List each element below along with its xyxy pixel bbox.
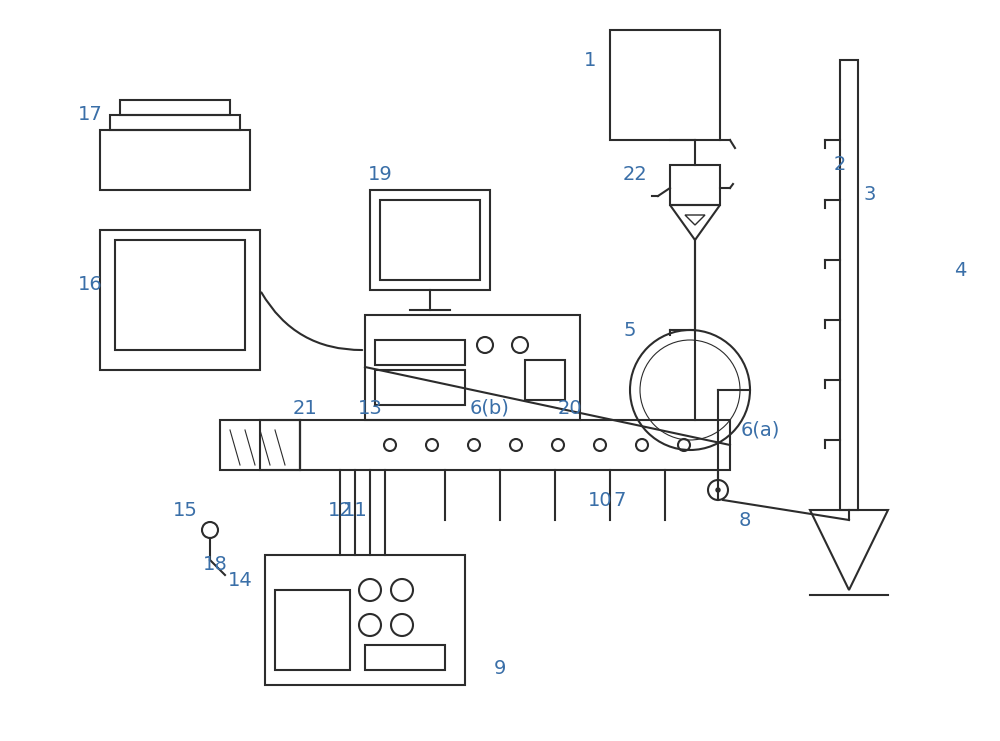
Bar xyxy=(120,100,230,115)
Bar xyxy=(100,230,260,370)
Text: 3: 3 xyxy=(864,185,876,205)
Bar xyxy=(300,420,730,470)
Text: 11: 11 xyxy=(343,500,367,519)
Text: 6(b): 6(b) xyxy=(470,399,510,417)
Text: 18: 18 xyxy=(203,556,227,574)
Text: 2: 2 xyxy=(834,156,846,174)
Text: 8: 8 xyxy=(739,511,751,530)
Bar xyxy=(365,315,580,420)
Text: 5: 5 xyxy=(624,321,636,339)
Text: 17: 17 xyxy=(78,105,102,124)
Text: 16: 16 xyxy=(78,276,102,294)
Text: 10: 10 xyxy=(588,491,612,510)
Bar xyxy=(110,115,240,130)
Bar xyxy=(115,240,245,350)
Bar xyxy=(840,60,858,510)
Bar xyxy=(525,360,565,400)
Text: 1: 1 xyxy=(584,50,596,70)
Text: 12: 12 xyxy=(328,500,352,519)
Circle shape xyxy=(716,488,720,492)
Bar xyxy=(365,645,445,670)
Bar xyxy=(670,165,720,205)
Bar xyxy=(265,555,465,685)
Bar xyxy=(380,200,480,280)
Text: 14: 14 xyxy=(228,571,252,590)
Text: 4: 4 xyxy=(954,261,966,279)
Bar xyxy=(260,420,300,470)
Bar xyxy=(100,130,250,190)
Text: 19: 19 xyxy=(368,165,392,185)
Text: 9: 9 xyxy=(494,659,506,677)
Text: 20: 20 xyxy=(558,399,582,417)
Bar xyxy=(220,420,300,470)
Bar xyxy=(375,340,465,365)
Bar xyxy=(375,370,465,405)
Bar xyxy=(370,190,490,290)
Text: 15: 15 xyxy=(173,500,197,519)
Text: 7: 7 xyxy=(614,491,626,510)
Bar xyxy=(275,590,350,670)
Text: 6(a): 6(a) xyxy=(740,420,780,439)
Text: 22: 22 xyxy=(623,165,647,185)
Text: 13: 13 xyxy=(358,399,382,417)
Bar xyxy=(610,30,720,140)
Text: 21: 21 xyxy=(293,399,317,417)
